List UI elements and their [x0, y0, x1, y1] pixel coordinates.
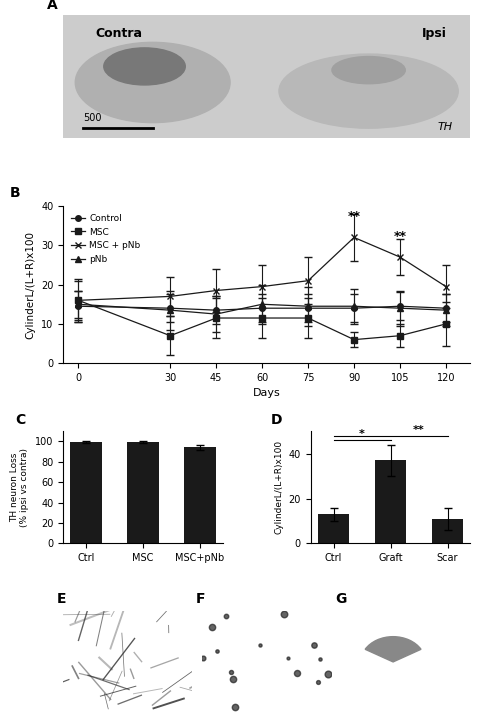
X-axis label: Days: Days	[252, 388, 280, 398]
Ellipse shape	[278, 54, 457, 128]
Text: Contra: Contra	[95, 27, 142, 40]
Text: C: C	[15, 413, 25, 427]
Ellipse shape	[331, 57, 405, 84]
Ellipse shape	[104, 48, 185, 85]
Ellipse shape	[75, 42, 229, 123]
Text: B: B	[10, 185, 21, 200]
Wedge shape	[364, 637, 420, 662]
Text: **: **	[412, 425, 424, 435]
Y-axis label: CylinderL/(L+R)x100: CylinderL/(L+R)x100	[25, 230, 35, 339]
Text: E: E	[57, 593, 66, 606]
Text: **: **	[347, 210, 360, 223]
Bar	[318, 514, 348, 544]
Bar	[127, 443, 158, 544]
Y-axis label: TH neuron Loss
(% ipsi vs contra): TH neuron Loss (% ipsi vs contra)	[10, 448, 30, 527]
Text: Ipsi: Ipsi	[421, 27, 445, 40]
Bar	[184, 448, 215, 544]
Text: *: *	[359, 429, 364, 439]
Text: F: F	[196, 593, 205, 606]
Text: **: **	[393, 230, 406, 243]
Y-axis label: CylinderL/(L+R)x100: CylinderL/(L+R)x100	[273, 441, 283, 534]
Text: G: G	[334, 593, 346, 606]
Bar	[70, 442, 102, 544]
Bar	[431, 519, 462, 544]
Text: TH: TH	[437, 122, 452, 132]
Legend: Control, MSC, MSC + pNb, pNb: Control, MSC, MSC + pNb, pNb	[67, 211, 144, 268]
Text: 500: 500	[83, 113, 102, 123]
Text: D: D	[270, 413, 282, 427]
Text: A: A	[46, 0, 58, 12]
Bar	[374, 460, 406, 544]
